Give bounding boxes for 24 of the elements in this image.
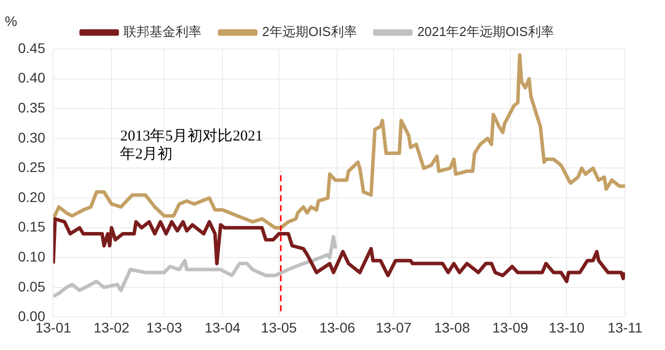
y-tick-label: 0.10 (18, 248, 46, 264)
legend-label: 联邦基金利率 (124, 24, 202, 40)
x-tick-label: 13-11 (608, 319, 643, 336)
y-tick-label: 0.15 (18, 218, 46, 235)
legend-label: 2年远期OIS利率 (262, 24, 357, 40)
x-tick-label: 13-02 (94, 319, 130, 336)
legend-label: 2021年2年远期OIS利率 (417, 24, 554, 40)
x-tick-label: 13-05 (261, 319, 298, 336)
ref-line-label: 2013年5月初对比2021 年2月初 (120, 127, 263, 162)
x-tick-label: 13-10 (548, 319, 585, 336)
x-tick-label: 13-07 (376, 319, 412, 336)
x-tick-label: 13-06 (319, 319, 356, 336)
x-tick-label: 13-03 (146, 319, 182, 336)
y-tick-label: 0.30 (18, 129, 46, 146)
y-axis-title: % (4, 12, 18, 29)
y-tick-label: 0.45 (18, 40, 46, 56)
y-tick-label: 0.05 (18, 278, 46, 294)
y-tick-label: 0.25 (18, 159, 46, 176)
x-tick-label: 13-04 (204, 319, 241, 336)
x-tick-label: 13-08 (434, 319, 470, 336)
y-tick-label: 0.35 (18, 99, 46, 116)
x-tick-label: 13-09 (492, 319, 528, 336)
y-tick-label: 0.20 (18, 188, 46, 205)
y-tick-label: 0.40 (18, 70, 46, 86)
